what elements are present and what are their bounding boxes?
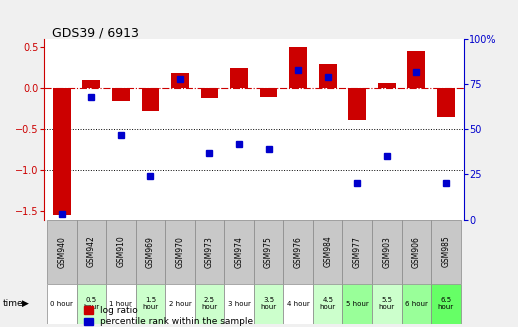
Text: GSM974: GSM974 (235, 236, 243, 267)
Text: GDS39 / 6913: GDS39 / 6913 (52, 26, 139, 39)
Bar (195, 219, 224, 284)
Bar (289, 47, 307, 88)
Text: GSM903: GSM903 (382, 236, 391, 267)
Text: GSM970: GSM970 (176, 236, 184, 267)
Bar (112, 88, 130, 101)
Bar (82, 80, 100, 88)
Bar (401, 219, 431, 284)
Text: 4 hour: 4 hour (287, 301, 310, 307)
Bar (106, 284, 136, 324)
Text: GSM985: GSM985 (441, 236, 450, 267)
Text: GSM906: GSM906 (412, 236, 421, 267)
Bar (401, 284, 431, 324)
Bar (372, 219, 401, 284)
Text: GSM975: GSM975 (264, 236, 273, 267)
Bar (47, 219, 77, 284)
Text: 5 hour: 5 hour (346, 301, 369, 307)
Bar (77, 284, 106, 324)
Text: 0 hour: 0 hour (50, 301, 73, 307)
Bar (342, 284, 372, 324)
Bar (224, 284, 254, 324)
Bar (136, 284, 165, 324)
Bar (106, 219, 136, 284)
Text: GSM973: GSM973 (205, 236, 214, 267)
Legend: log ratio, percentile rank within the sample: log ratio, percentile rank within the sa… (84, 306, 254, 326)
Bar (230, 68, 248, 88)
Bar (224, 219, 254, 284)
Text: 6 hour: 6 hour (405, 301, 428, 307)
Bar (260, 88, 278, 96)
Bar (165, 284, 195, 324)
Bar (349, 88, 366, 120)
Bar (165, 219, 195, 284)
Text: 6.5
hour: 6.5 hour (438, 297, 454, 310)
Text: GSM969: GSM969 (146, 236, 155, 267)
Text: 1 hour: 1 hour (109, 301, 132, 307)
Bar (313, 219, 342, 284)
Text: time: time (3, 299, 23, 308)
Bar (431, 219, 461, 284)
Text: ▶: ▶ (22, 299, 28, 308)
Bar (283, 284, 313, 324)
Text: 1.5
hour: 1.5 hour (142, 297, 159, 310)
Text: 4.5
hour: 4.5 hour (320, 297, 336, 310)
Bar (77, 219, 106, 284)
Text: 5.5
hour: 5.5 hour (379, 297, 395, 310)
Text: GSM984: GSM984 (323, 236, 332, 267)
Bar (254, 284, 283, 324)
Text: 2 hour: 2 hour (168, 301, 191, 307)
Bar (372, 284, 401, 324)
Bar (200, 88, 219, 98)
Bar (141, 88, 159, 112)
Text: 3 hour: 3 hour (227, 301, 251, 307)
Text: GSM976: GSM976 (294, 236, 303, 267)
Text: GSM977: GSM977 (353, 236, 362, 267)
Bar (53, 88, 70, 215)
Bar (254, 219, 283, 284)
Bar (431, 284, 461, 324)
Bar (283, 219, 313, 284)
Text: GSM942: GSM942 (87, 236, 96, 267)
Bar (136, 219, 165, 284)
Bar (319, 64, 337, 88)
Bar (47, 284, 77, 324)
Text: GSM910: GSM910 (117, 236, 125, 267)
Bar (195, 284, 224, 324)
Bar (408, 51, 425, 88)
Bar (342, 219, 372, 284)
Bar (437, 88, 455, 117)
Text: GSM940: GSM940 (57, 236, 66, 267)
Text: 3.5
hour: 3.5 hour (261, 297, 277, 310)
Bar (313, 284, 342, 324)
Text: 2.5
hour: 2.5 hour (202, 297, 218, 310)
Bar (378, 83, 396, 88)
Text: 0.5
hour: 0.5 hour (83, 297, 99, 310)
Bar (171, 73, 189, 88)
